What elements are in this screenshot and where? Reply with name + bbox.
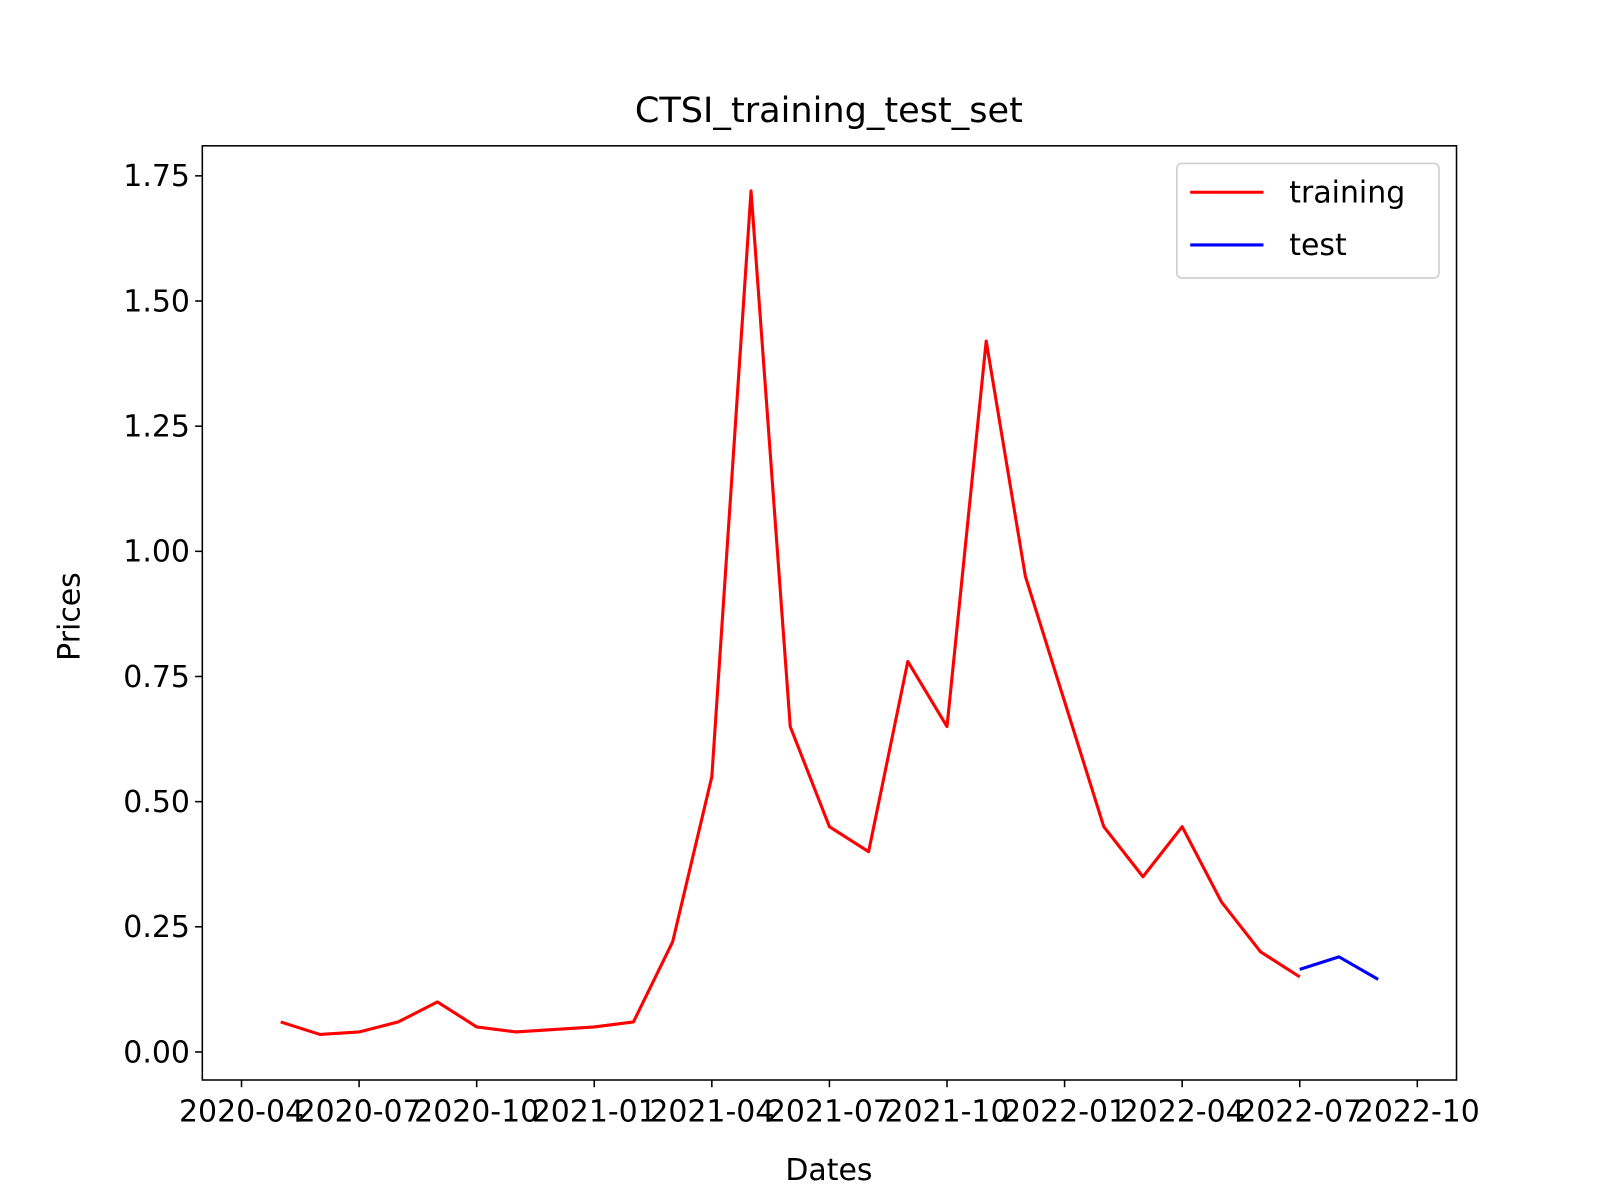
x-tick-label: 2021-10 [884, 1094, 1009, 1129]
legend-label: training [1289, 176, 1405, 211]
y-tick-label: 1.75 [123, 159, 190, 194]
y-tick-label: 0.75 [123, 660, 190, 695]
x-tick-label: 2022-07 [1237, 1094, 1362, 1129]
x-tick-label: 2020-07 [297, 1094, 422, 1129]
series-line [1299, 955, 1379, 981]
x-tick-label: 2020-10 [414, 1094, 539, 1129]
chart-title: CTSI_training_test_set [635, 90, 1023, 131]
x-tick-label: 2021-04 [649, 1094, 774, 1129]
y-axis-label: Prices [52, 572, 87, 661]
y-tick-label: 0.50 [123, 785, 190, 820]
series-line [280, 189, 1301, 1036]
x-axis-label: Dates [785, 1153, 872, 1188]
y-tick-label: 0.00 [123, 1035, 190, 1070]
y-tick-label: 1.00 [123, 535, 190, 570]
x-tick-label: 2021-07 [767, 1094, 892, 1129]
y-tick-label: 0.25 [123, 910, 190, 945]
y-tick-label: 1.25 [123, 409, 190, 444]
legend-label: test [1289, 228, 1347, 263]
x-tick-label: 2022-10 [1355, 1094, 1480, 1129]
y-tick-label: 1.50 [123, 284, 190, 319]
x-tick-label: 2022-01 [1002, 1094, 1127, 1129]
plot-frame [201, 145, 1458, 1081]
x-tick-label: 2022-04 [1120, 1094, 1245, 1129]
x-tick-label: 2020-04 [179, 1094, 304, 1129]
x-tick-label: 2021-01 [532, 1094, 657, 1129]
